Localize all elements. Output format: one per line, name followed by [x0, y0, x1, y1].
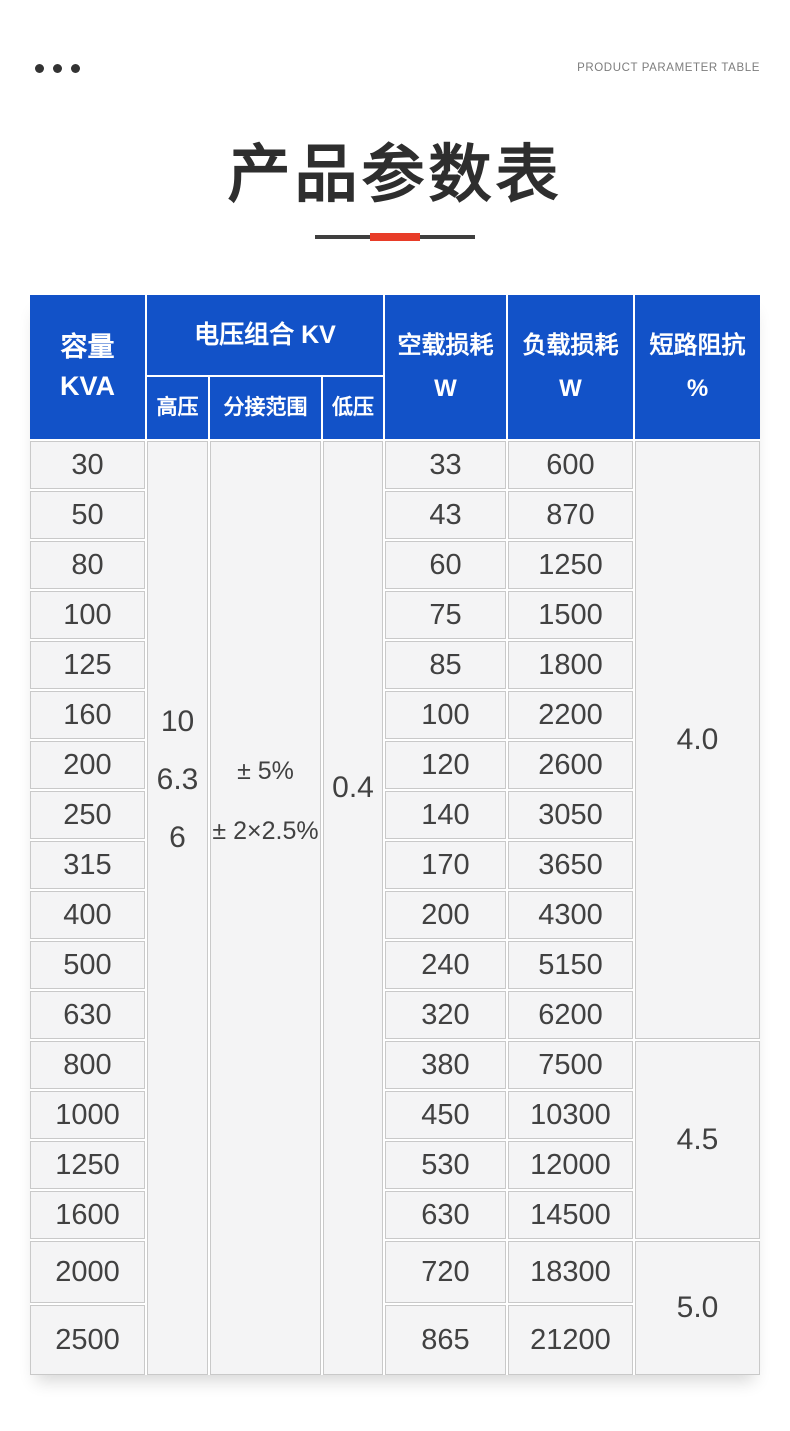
decorative-dots: [35, 64, 80, 73]
header-no-load-loss-title: 空载损耗: [397, 331, 494, 359]
load-loss-cell: 6200: [508, 991, 633, 1039]
load-loss-cell: 1250: [508, 541, 633, 589]
no-load-loss-cell: 380: [385, 1041, 506, 1089]
capacity-cell: 80: [30, 541, 145, 589]
tap-range-values-cell: ± 5% ± 2×2.5%: [210, 441, 321, 1375]
high-voltage-value: 6: [169, 821, 186, 854]
product-parameter-table: 容量 KVA 电压组合 KV 高压 分接范围 低压 空载损耗 W 负载损耗 W …: [30, 295, 760, 1375]
header-capacity-unit: KVA: [59, 371, 115, 401]
capacity-cell: 1250: [30, 1141, 145, 1189]
impedance-cell: 5.0: [635, 1241, 760, 1375]
tap-range-value: ± 5%: [237, 757, 294, 785]
header-no-load-loss: 空载损耗 W: [385, 295, 506, 439]
header-load-loss: 负载损耗 W: [508, 295, 633, 439]
header-capacity: 容量 KVA: [30, 295, 145, 439]
capacity-cell: 400: [30, 891, 145, 939]
header-load-loss-unit: W: [559, 375, 582, 402]
no-load-loss-cell: 140: [385, 791, 506, 839]
title-divider: [315, 233, 475, 241]
no-load-loss-cell: 530: [385, 1141, 506, 1189]
load-loss-cell: 14500: [508, 1191, 633, 1239]
impedance-cell: 4.5: [635, 1041, 760, 1239]
header-voltage-group: 电压组合 KV: [147, 295, 383, 375]
dot-icon: [71, 64, 80, 73]
capacity-cell: 630: [30, 991, 145, 1039]
no-load-loss-cell: 43: [385, 491, 506, 539]
high-voltage-value: 10: [160, 705, 195, 738]
no-load-loss-cell: 450: [385, 1091, 506, 1139]
capacity-cell: 50: [30, 491, 145, 539]
no-load-loss-cell: 100: [385, 691, 506, 739]
tap-range-value: ± 2×2.5%: [212, 817, 319, 845]
no-load-loss-cell: 320: [385, 991, 506, 1039]
no-load-loss-cell: 85: [385, 641, 506, 689]
no-load-loss-cell: 200: [385, 891, 506, 939]
header-impedance-unit: %: [686, 375, 709, 402]
capacity-cell: 1600: [30, 1191, 145, 1239]
load-loss-cell: 1800: [508, 641, 633, 689]
capacity-cell: 125: [30, 641, 145, 689]
capacity-cell: 800: [30, 1041, 145, 1089]
high-voltage-values-cell: 10 6.3 6: [147, 441, 208, 1375]
capacity-cell: 160: [30, 691, 145, 739]
load-loss-cell: 870: [508, 491, 633, 539]
no-load-loss-cell: 170: [385, 841, 506, 889]
load-loss-cell: 7500: [508, 1041, 633, 1089]
capacity-cell: 2500: [30, 1305, 145, 1375]
header-impedance-title: 短路阻抗: [649, 331, 746, 359]
capacity-cell: 100: [30, 591, 145, 639]
high-voltage-value: 6.3: [156, 763, 199, 796]
load-loss-cell: 5150: [508, 941, 633, 989]
no-load-loss-cell: 720: [385, 1241, 506, 1303]
header-low-voltage: 低压: [323, 377, 383, 439]
no-load-loss-cell: 120: [385, 741, 506, 789]
low-voltage-value: 0.4: [332, 771, 374, 804]
capacity-cell: 500: [30, 941, 145, 989]
no-load-loss-cell: 60: [385, 541, 506, 589]
eyebrow-text: PRODUCT PARAMETER TABLE: [577, 62, 760, 74]
capacity-cell: 250: [30, 791, 145, 839]
header-no-load-loss-unit: W: [434, 375, 457, 402]
no-load-loss-cell: 630: [385, 1191, 506, 1239]
no-load-loss-cell: 75: [385, 591, 506, 639]
capacity-cell: 30: [30, 441, 145, 489]
dot-icon: [35, 64, 44, 73]
no-load-loss-cell: 240: [385, 941, 506, 989]
header-high-voltage: 高压: [147, 377, 208, 439]
header-tap-range: 分接范围: [210, 377, 321, 439]
load-loss-cell: 4300: [508, 891, 633, 939]
no-load-loss-cell: 33: [385, 441, 506, 489]
load-loss-cell: 600: [508, 441, 633, 489]
header-impedance: 短路阻抗 %: [635, 295, 760, 439]
impedance-cell: 4.0: [635, 441, 760, 1039]
load-loss-cell: 10300: [508, 1091, 633, 1139]
header-capacity-title: 容量: [60, 331, 115, 362]
capacity-cell: 2000: [30, 1241, 145, 1303]
load-loss-cell: 3050: [508, 791, 633, 839]
load-loss-cell: 3650: [508, 841, 633, 889]
divider-accent: [370, 233, 420, 241]
dot-icon: [53, 64, 62, 73]
load-loss-cell: 18300: [508, 1241, 633, 1303]
load-loss-cell: 2600: [508, 741, 633, 789]
capacity-cell: 315: [30, 841, 145, 889]
capacity-cell: 200: [30, 741, 145, 789]
load-loss-cell: 2200: [508, 691, 633, 739]
load-loss-cell: 12000: [508, 1141, 633, 1189]
page-title: 产品参数表: [227, 140, 563, 210]
capacity-cell: 1000: [30, 1091, 145, 1139]
header-load-loss-title: 负载损耗: [522, 331, 619, 359]
load-loss-cell: 21200: [508, 1305, 633, 1375]
low-voltage-value-cell: 0.4: [323, 441, 383, 1375]
load-loss-cell: 1500: [508, 591, 633, 639]
no-load-loss-cell: 865: [385, 1305, 506, 1375]
